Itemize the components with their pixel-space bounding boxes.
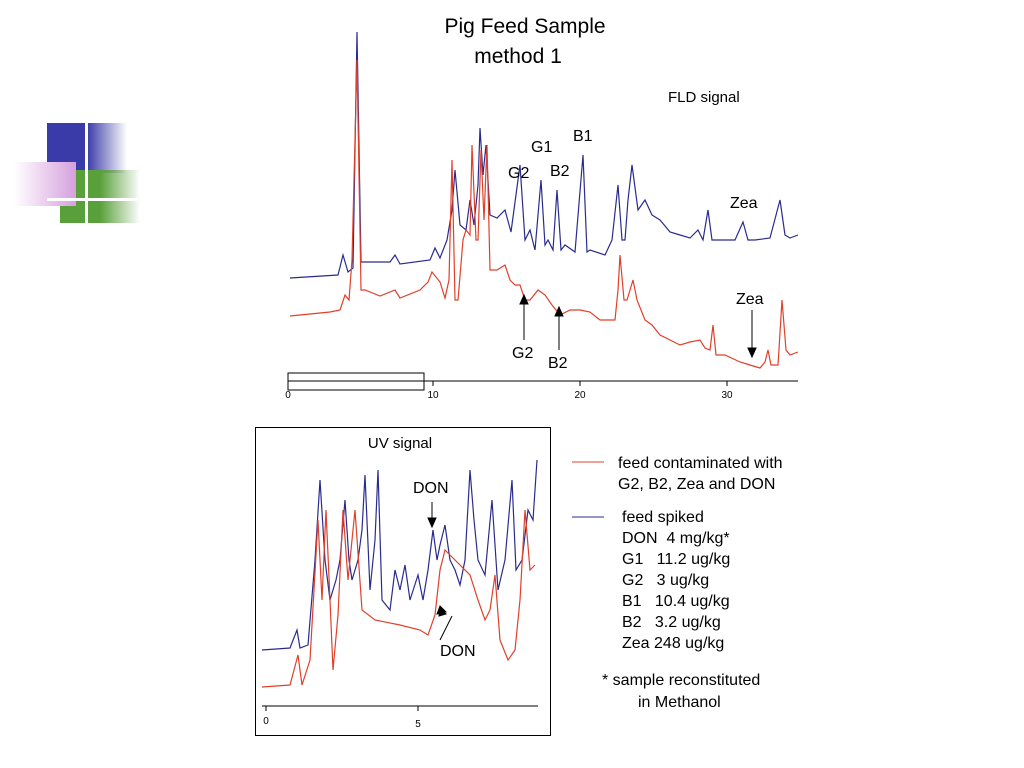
legend-text: feed contaminated with	[618, 455, 783, 472]
peak-label: B2	[548, 355, 568, 372]
legend-text: G1 11.2 ug/kg	[622, 551, 730, 568]
peak-label: G2	[512, 345, 533, 362]
legend-text: G2, B2, Zea and DON	[618, 476, 775, 493]
legend-text: Zea 248 ug/kg	[622, 635, 724, 652]
logo	[14, 123, 140, 223]
title: Pig Feed Sample	[444, 15, 605, 38]
legend-list: feed spiked DON 4 mg/kg* G1 11.2 ug/kg G2 3…	[622, 509, 730, 652]
peak-label: G1	[531, 139, 552, 156]
blue-trace	[289, 31, 799, 279]
legend-text: G2 3 ug/kg	[622, 572, 709, 589]
peak-label: Zea	[736, 291, 764, 308]
peak-label: Zea	[730, 195, 758, 212]
tick-label: 0	[263, 716, 269, 727]
legend-text: feed spiked	[622, 509, 704, 526]
x-axis	[262, 705, 538, 711]
legend-text: B2 3.2 ug/kg	[622, 614, 721, 631]
signal-label: FLD signal	[668, 89, 740, 106]
tick-label: 30	[721, 390, 733, 401]
x-axis	[287, 372, 798, 391]
peak-label: G2	[508, 165, 529, 182]
blue-trace	[261, 459, 538, 651]
peak-label: DON	[440, 643, 476, 660]
peak-label: B2	[550, 163, 570, 180]
legend-text: DON 4 mg/kg*	[622, 530, 730, 547]
red-trace	[289, 59, 799, 369]
title: method 1	[474, 45, 562, 68]
peak-label: B1	[573, 128, 593, 145]
uv-frame	[255, 427, 551, 736]
signal-label: UV signal	[368, 435, 432, 452]
note: * sample reconstituted	[602, 672, 760, 689]
arrows	[427, 293, 757, 641]
tick-label: 20	[574, 390, 586, 401]
peak-label: DON	[413, 480, 449, 497]
tick-label: 5	[415, 719, 421, 730]
legend-text: B1 10.4 ug/kg	[622, 593, 730, 610]
tick-label: 10	[427, 390, 439, 401]
tick-label: 0	[285, 390, 291, 401]
note: in Methanol	[638, 694, 721, 711]
red-trace	[261, 509, 536, 688]
